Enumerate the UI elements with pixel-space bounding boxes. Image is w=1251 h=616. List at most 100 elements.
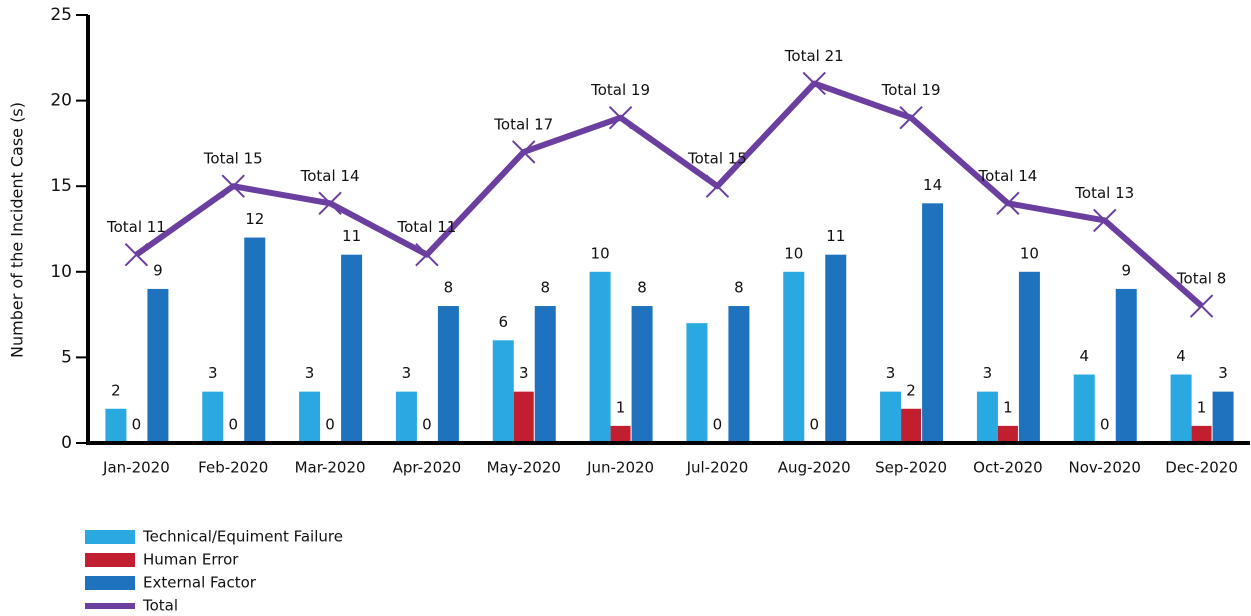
data-label: 9: [153, 261, 163, 279]
data-label: Total 11: [106, 218, 166, 236]
bar: [395, 391, 417, 443]
bar: [976, 391, 998, 443]
bar: [922, 203, 944, 443]
data-label: 10: [591, 244, 610, 262]
x-tick-label: Jun-2020: [586, 459, 654, 477]
x-tick-label: Nov-2020: [1069, 459, 1141, 477]
data-label: Total 13: [1074, 184, 1134, 202]
y-tick-label: 0: [61, 433, 72, 453]
marker: [124, 242, 149, 267]
y-tick-label: 20: [50, 91, 72, 111]
bar: [1018, 271, 1040, 443]
data-label: Total 19: [590, 81, 650, 99]
marker: [1093, 208, 1117, 233]
data-label: 3: [305, 364, 315, 382]
data-label: 0: [325, 416, 335, 434]
x-tick-label: Apr-2020: [393, 459, 462, 477]
data-label: 9: [1121, 261, 1131, 279]
bar: [244, 237, 266, 443]
data-label: 2: [906, 381, 916, 399]
data-label: 3: [1218, 364, 1228, 382]
data-label: 10: [1020, 244, 1039, 262]
y-tick-label: 10: [50, 262, 72, 282]
bar: [901, 408, 922, 443]
bar: [1170, 374, 1192, 443]
bar: [299, 391, 321, 443]
data-label: 2: [111, 381, 121, 399]
data-label: 8: [734, 279, 744, 297]
data-label: Total 8: [1176, 270, 1226, 288]
data-label: 0: [228, 416, 238, 434]
y-tick-label: 15: [50, 176, 72, 196]
data-label: 12: [245, 210, 264, 228]
data-label: 0: [1100, 416, 1110, 434]
marker: [996, 191, 1020, 216]
legend-label: Technical/Equiment Failure: [142, 528, 343, 546]
marker: [415, 242, 439, 267]
marker: [221, 174, 245, 198]
marker: [802, 71, 826, 96]
data-label: Total 21: [784, 47, 844, 65]
bar: [1212, 391, 1234, 443]
data-label: 0: [809, 416, 819, 434]
marker: [608, 106, 633, 130]
y-axis-title: Number of the Incident Case (s): [8, 102, 27, 358]
data-label: 1: [1197, 398, 1207, 416]
data-label: Total 14: [300, 167, 360, 185]
bar: [880, 391, 902, 443]
x-tick-label: Oct-2020: [973, 459, 1043, 477]
data-label: Total 15: [203, 150, 263, 168]
data-label: 3: [402, 364, 412, 382]
marker: [512, 140, 536, 164]
bar: [686, 323, 708, 443]
bar: [728, 306, 750, 443]
legend-swatch: [85, 530, 135, 544]
data-label: 6: [498, 313, 508, 331]
data-label: 11: [342, 227, 361, 245]
legend-swatch: [85, 603, 135, 609]
data-label: 0: [422, 416, 432, 434]
bar: [589, 271, 611, 443]
bar: [631, 306, 653, 443]
y-tick-label: 25: [50, 5, 72, 25]
bar: [492, 340, 514, 443]
x-tick-label: Mar-2020: [295, 459, 366, 477]
y-tick-label: 5: [61, 347, 72, 367]
data-label: Total 17: [493, 115, 553, 133]
data-label: 14: [923, 176, 942, 194]
bar: [997, 425, 1018, 443]
data-label: 10: [784, 244, 803, 262]
data-label: 1: [1003, 398, 1013, 416]
x-tick-label: Sep-2020: [875, 459, 947, 477]
x-tick-label: Feb-2020: [198, 459, 268, 477]
data-label: 8: [637, 279, 647, 297]
bar: [825, 254, 847, 443]
data-label: Total 19: [881, 81, 941, 99]
bar: [534, 306, 556, 443]
bar: [610, 425, 631, 443]
legend-label: External Factor: [143, 574, 257, 592]
data-label: 8: [540, 279, 550, 297]
data-label: Total 15: [687, 150, 747, 168]
marker: [899, 106, 923, 130]
data-label: 8: [444, 279, 454, 297]
legend-label: Human Error: [143, 551, 239, 569]
total-line: [134, 80, 1204, 309]
x-tick-label: Dec-2020: [1165, 459, 1238, 477]
data-label: 4: [1079, 347, 1089, 365]
data-label: 0: [132, 416, 142, 434]
bar: [513, 391, 534, 443]
data-label: 4: [1176, 347, 1186, 365]
marker: [1189, 294, 1214, 318]
x-tick-label: Aug-2020: [778, 459, 851, 477]
x-tick-label: Jul-2020: [686, 459, 749, 477]
data-label: 3: [886, 364, 896, 382]
bar: [105, 408, 127, 443]
x-tick-label: Jan-2020: [102, 459, 170, 477]
legend-label: Total: [142, 597, 178, 615]
bar: [1115, 288, 1137, 443]
legend-swatch: [85, 576, 135, 590]
bar: [202, 391, 224, 443]
data-label: 3: [208, 364, 218, 382]
